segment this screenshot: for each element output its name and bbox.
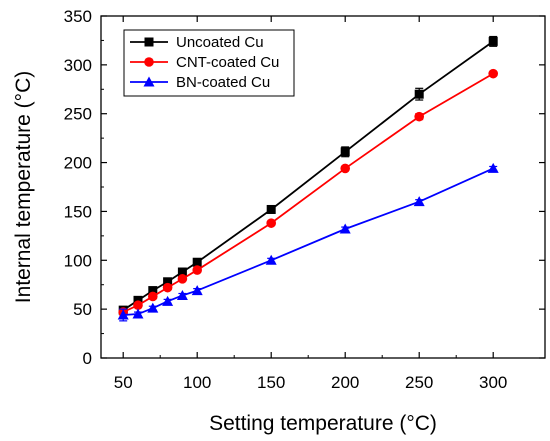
data-point <box>176 289 188 300</box>
legend-marker <box>143 76 155 87</box>
data-point <box>177 274 188 284</box>
x-tick-label: 200 <box>331 373 359 392</box>
data-point <box>133 300 143 311</box>
data-point <box>414 89 424 99</box>
data-point <box>488 68 499 79</box>
series-line <box>122 40 494 311</box>
legend-marker <box>144 57 154 67</box>
data-point <box>488 36 498 46</box>
data-point <box>133 295 143 305</box>
series-layer <box>117 35 499 322</box>
y-tick-label: 150 <box>64 202 92 221</box>
data-point <box>192 265 202 275</box>
data-point <box>339 223 351 234</box>
data-point <box>266 218 277 228</box>
series-line <box>122 72 494 313</box>
y-tick-label: 350 <box>64 7 92 26</box>
y-axis-label: Internal temperature (°C) <box>12 71 35 304</box>
x-tick-label: 50 <box>114 373 133 392</box>
data-point <box>265 254 277 265</box>
data-point <box>147 302 159 313</box>
data-point <box>266 204 276 214</box>
series-bn-coated-cu <box>117 162 499 322</box>
legend-label: BN-coated Cu <box>176 74 270 91</box>
data-point <box>162 282 173 293</box>
data-point <box>148 286 158 296</box>
data-point <box>162 295 174 306</box>
data-point <box>340 147 350 157</box>
y-tick-label: 0 <box>83 349 92 368</box>
x-tick-label: 250 <box>405 373 433 392</box>
y-tick-label: 200 <box>64 154 92 173</box>
data-point <box>132 308 144 319</box>
legend-marker <box>144 37 154 47</box>
data-point <box>487 162 499 173</box>
x-axis-label: Setting temperature (°C) <box>209 412 437 435</box>
data-point <box>148 291 158 302</box>
data-point <box>177 267 187 277</box>
x-tick-label: 300 <box>479 373 507 392</box>
y-tick-label: 100 <box>64 251 92 270</box>
series-line <box>123 167 494 316</box>
legend: Uncoated Cu CNT-coated Cu BN-coated Cu <box>123 29 295 97</box>
series-cnt-coated-cu <box>118 68 499 317</box>
data-point <box>163 277 173 287</box>
data-point <box>413 196 425 207</box>
y-tick-label: 300 <box>64 56 92 75</box>
data-point <box>340 163 351 174</box>
y-tick-label: 250 <box>64 105 92 124</box>
series-uncoated-cu <box>118 35 498 315</box>
data-point <box>192 257 202 267</box>
data-point <box>191 285 203 296</box>
legend-label: Uncoated Cu <box>176 34 264 51</box>
y-axis: 0 50 100 150 200 250 300 350 <box>64 7 545 368</box>
x-tick-label: 150 <box>257 373 285 392</box>
data-point <box>414 111 425 122</box>
x-axis: 50 100 150 200 250 300 <box>114 16 507 392</box>
y-tick-label: 50 <box>73 300 92 319</box>
x-tick-label: 100 <box>183 373 211 392</box>
data-point <box>117 309 129 320</box>
legend-label: CNT-coated Cu <box>176 54 279 71</box>
